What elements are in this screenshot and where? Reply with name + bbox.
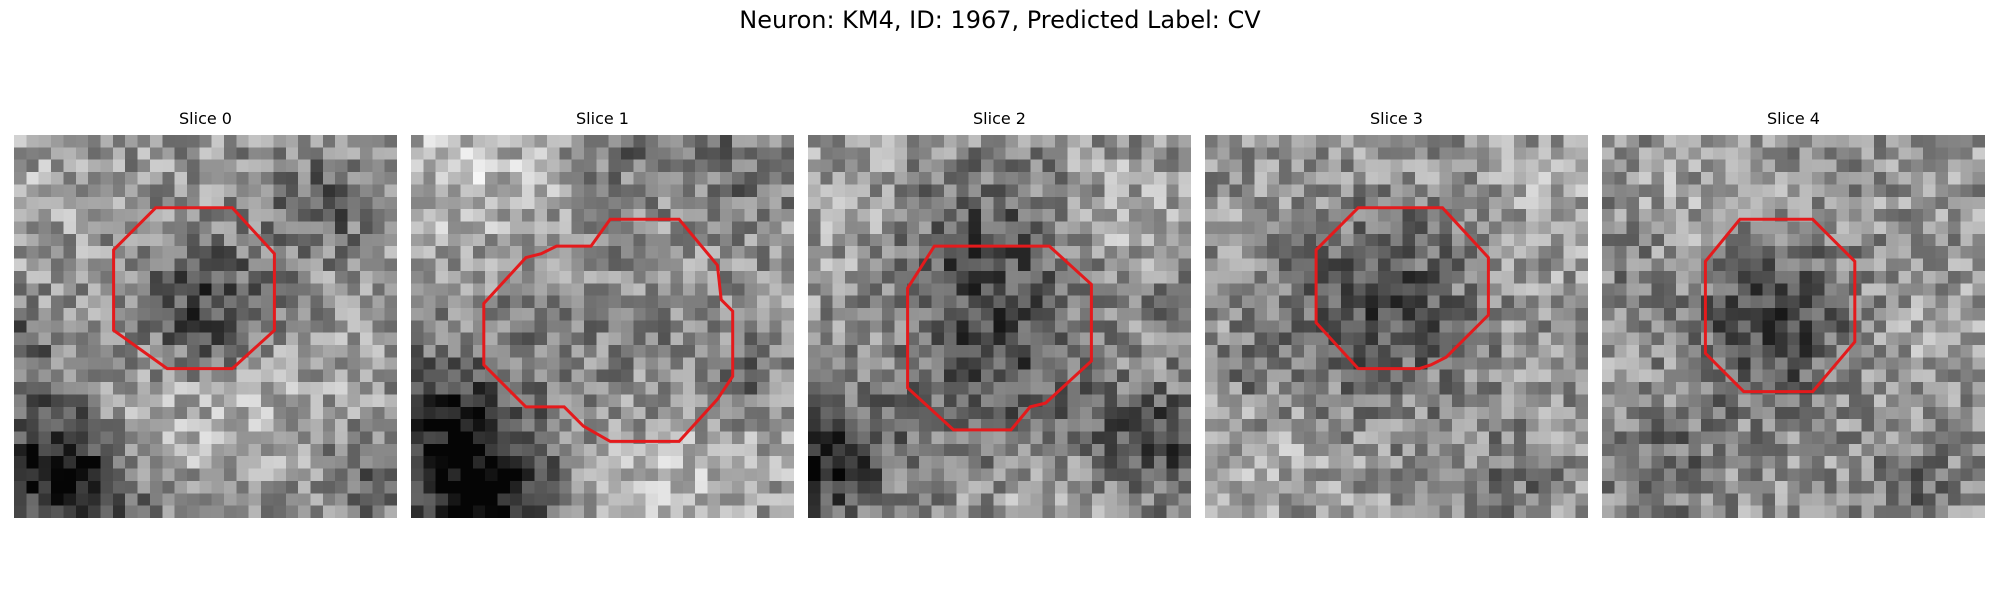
slice-image [1205,135,1588,518]
pixel-grid [14,135,397,518]
roi-contour [482,217,735,443]
slice-image [808,135,1191,518]
roi-contour [1314,206,1490,371]
slice-panel: Slice 3 [1205,108,1588,518]
slice-panel: Slice 0 [14,108,397,518]
slice-panel: Slice 1 [411,108,794,518]
slice-title: Slice 0 [179,109,232,128]
slice-title: Slice 4 [1767,109,1820,128]
slice-title: Slice 2 [973,109,1026,128]
pixel-grid [1602,135,1985,518]
figure-title: Neuron: KM4, ID: 1967, Predicted Label: … [739,6,1261,34]
roi-contour [1703,217,1857,394]
slice-title: Slice 1 [576,109,629,128]
slice-panel: Slice 2 [808,108,1191,518]
roi-contour [112,206,276,371]
pixel-grid [808,135,1191,518]
pixel-grid [411,135,794,518]
pixel-grid [1205,135,1588,518]
slice-image [411,135,794,518]
slice-panel: Slice 4 [1602,108,1985,518]
slice-title: Slice 3 [1370,109,1423,128]
slice-image [14,135,397,518]
roi-contour [906,244,1093,432]
slice-image [1602,135,1985,518]
